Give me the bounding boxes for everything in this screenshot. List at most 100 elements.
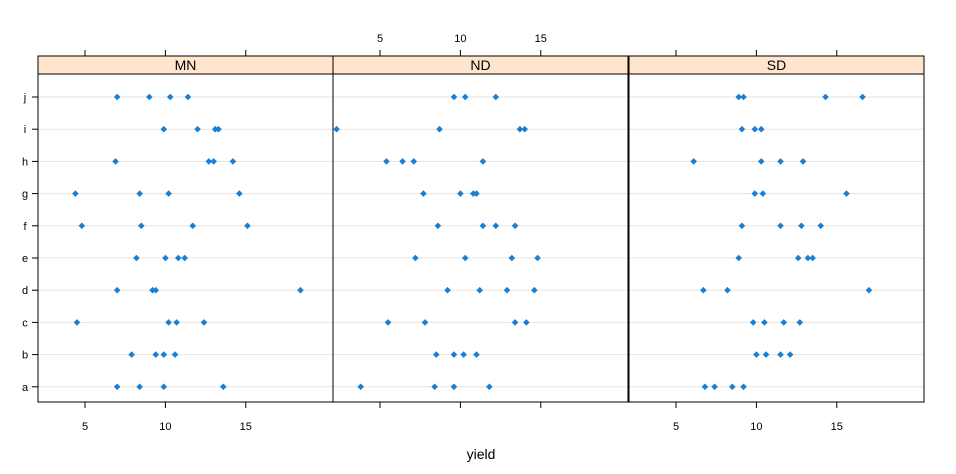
panel-border-MN bbox=[37, 73, 334, 403]
data-point bbox=[479, 158, 487, 165]
data-point bbox=[173, 319, 180, 326]
y-tick-label-j: j bbox=[23, 92, 26, 104]
data-point bbox=[162, 254, 169, 262]
data-point bbox=[799, 158, 807, 165]
data-point bbox=[421, 319, 429, 326]
y-tick-label-c: c bbox=[22, 317, 28, 329]
y-tick-label-f: f bbox=[23, 221, 27, 233]
data-point bbox=[384, 319, 392, 326]
x-tick-label: 15 bbox=[831, 421, 843, 433]
data-point bbox=[160, 125, 168, 133]
y-tick-label-h: h bbox=[22, 156, 28, 168]
y-tick-label-b: b bbox=[22, 350, 28, 362]
data-point bbox=[229, 158, 237, 165]
data-point bbox=[516, 125, 524, 133]
x-tick-label: 10 bbox=[454, 33, 466, 45]
panel-SD: SD 5 10 15 bbox=[628, 50, 925, 433]
data-point bbox=[740, 383, 747, 391]
data-point bbox=[113, 286, 121, 294]
panels-layer: MN 5 10 15 ND 5 10 15 SD 5 10 15 bbox=[37, 33, 925, 433]
data-point bbox=[740, 93, 747, 101]
data-point bbox=[152, 286, 160, 294]
x-tick-label: 15 bbox=[240, 421, 252, 433]
data-point bbox=[859, 93, 866, 101]
data-point bbox=[136, 190, 143, 197]
data-point bbox=[383, 158, 390, 165]
data-point bbox=[777, 158, 784, 165]
data-point bbox=[112, 158, 119, 165]
panel-border-ND bbox=[332, 73, 629, 403]
data-point bbox=[798, 222, 805, 230]
data-point bbox=[200, 319, 208, 326]
data-point bbox=[796, 319, 804, 326]
data-point bbox=[492, 93, 500, 101]
data-point bbox=[479, 222, 487, 230]
strip-label-ND: ND bbox=[470, 57, 490, 73]
data-point bbox=[219, 383, 227, 391]
data-point bbox=[450, 351, 458, 358]
data-point bbox=[357, 383, 365, 391]
data-point bbox=[461, 254, 469, 262]
data-point bbox=[508, 254, 516, 262]
data-point bbox=[843, 190, 850, 197]
data-point bbox=[152, 351, 160, 358]
data-point bbox=[749, 319, 757, 326]
data-point bbox=[73, 319, 81, 326]
data-point bbox=[780, 319, 788, 326]
data-point bbox=[809, 254, 816, 262]
data-point bbox=[701, 383, 709, 391]
data-point bbox=[476, 286, 483, 294]
data-point bbox=[700, 286, 707, 294]
panel-ND: ND 5 10 15 bbox=[332, 33, 629, 408]
data-point bbox=[804, 254, 812, 262]
data-point bbox=[450, 93, 458, 101]
data-point bbox=[751, 125, 759, 133]
data-point bbox=[761, 319, 768, 326]
data-point bbox=[531, 286, 538, 294]
data-point bbox=[432, 351, 440, 358]
data-point bbox=[113, 383, 121, 391]
y-tick-label-d: d bbox=[22, 285, 28, 297]
data-point bbox=[762, 351, 770, 358]
data-point bbox=[160, 383, 168, 391]
data-point bbox=[205, 158, 213, 165]
data-point bbox=[777, 351, 784, 358]
data-point bbox=[184, 93, 192, 101]
data-point bbox=[165, 190, 172, 197]
data-point bbox=[160, 351, 168, 358]
data-point bbox=[436, 125, 443, 133]
data-point bbox=[511, 222, 519, 230]
data-point bbox=[786, 351, 794, 358]
y-tick-label-g: g bbox=[22, 189, 28, 201]
x-tick-label: 10 bbox=[750, 421, 762, 433]
data-point bbox=[690, 158, 698, 165]
data-point bbox=[174, 254, 182, 262]
x-axis-title: yield bbox=[467, 446, 496, 462]
data-point bbox=[777, 222, 784, 230]
data-point bbox=[738, 125, 746, 133]
data-point bbox=[133, 254, 140, 262]
x-tick-label: 5 bbox=[82, 421, 88, 433]
x-tick-label: 5 bbox=[377, 33, 383, 45]
data-point bbox=[457, 190, 464, 197]
data-point bbox=[460, 351, 467, 358]
data-point bbox=[333, 125, 340, 133]
data-point bbox=[461, 93, 469, 101]
data-point bbox=[431, 383, 438, 391]
data-point bbox=[194, 125, 201, 133]
data-point bbox=[181, 254, 188, 262]
data-point bbox=[711, 383, 718, 391]
data-point bbox=[822, 93, 829, 101]
data-point bbox=[78, 222, 86, 230]
data-point bbox=[728, 383, 736, 391]
data-point bbox=[738, 222, 746, 230]
data-point bbox=[420, 190, 427, 197]
y-tick-label-a: a bbox=[22, 382, 29, 394]
data-point bbox=[165, 319, 172, 326]
data-point bbox=[297, 286, 304, 294]
data-point bbox=[753, 351, 760, 358]
panel-border-SD bbox=[628, 73, 925, 403]
data-point bbox=[399, 158, 406, 165]
data-point bbox=[171, 351, 179, 358]
data-point bbox=[735, 93, 743, 101]
